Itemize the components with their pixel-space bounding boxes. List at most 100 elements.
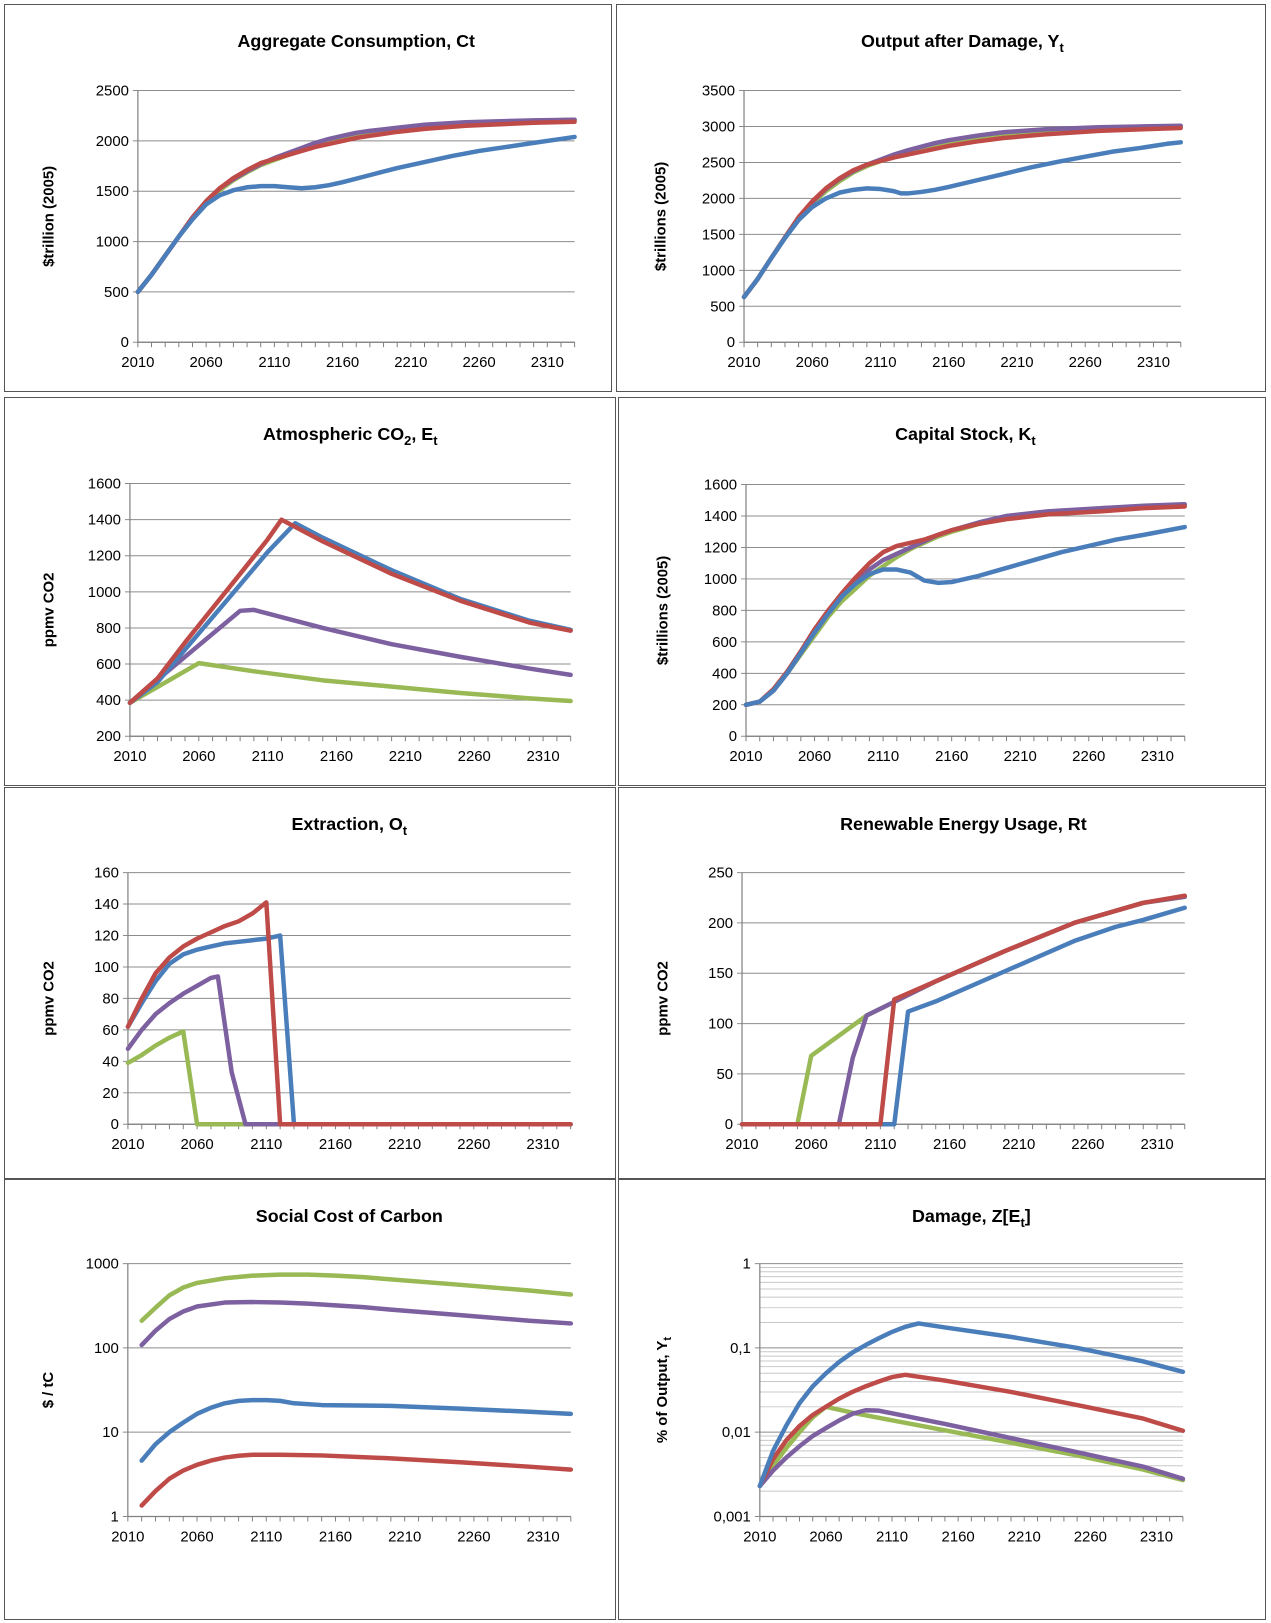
- series-line-red: [139, 1452, 574, 1508]
- x-tick-label: 2010: [743, 1528, 776, 1545]
- chart-title: Atmospheric CO2, Et: [263, 424, 438, 448]
- chart-svg: Aggregate Consumption, Ct 0 500 1000 1500 200…: [40, 31, 577, 371]
- y-axis-label: ppmv CO2: [40, 961, 57, 1036]
- series-line-blue: [139, 1397, 574, 1463]
- chart-panel-scc: Social Cost of Carbon 1 10 100 1000 2010 2060 2…: [4, 1179, 616, 1620]
- series-line-blue: [739, 905, 1187, 1127]
- y-tick-label: 1200: [88, 548, 121, 565]
- x-tick-label: 2010: [727, 354, 760, 371]
- y-tick-label: 140: [94, 896, 119, 913]
- x-tick-label: 2010: [111, 1528, 144, 1545]
- x-tick-label: 2310: [527, 748, 560, 765]
- y-tick-label: 600: [96, 656, 121, 673]
- y-tick-label: 800: [96, 620, 121, 637]
- y-tick-label: 1: [111, 1508, 119, 1525]
- x-tick-label: 2060: [796, 354, 829, 371]
- x-tick-label: 2160: [935, 748, 968, 765]
- series-line-blue: [743, 524, 1187, 708]
- y-tick-label: 100: [94, 959, 119, 976]
- x-tick-label: 2060: [180, 1528, 213, 1545]
- x-tick-label: 2210: [1000, 354, 1033, 371]
- series-line-purple: [739, 894, 1187, 1127]
- series-line-green: [127, 660, 573, 706]
- y-tick-label: 100: [94, 1340, 119, 1357]
- x-tick-label: 2310: [1141, 748, 1174, 765]
- y-tick-label: 200: [96, 728, 121, 745]
- series-line-purple: [127, 607, 573, 706]
- x-tick-label: 2160: [942, 1528, 975, 1545]
- y-tick-label: 1400: [704, 508, 737, 525]
- x-tick-label: 2010: [111, 1136, 144, 1153]
- series-line-red: [757, 1372, 1186, 1489]
- x-tick-label: 2010: [121, 354, 154, 371]
- chart-title: Extraction, Ot: [291, 814, 407, 838]
- series-line-green: [139, 1272, 574, 1323]
- x-tick-label: 2110: [867, 748, 899, 765]
- chart-title: Damage, Z[Et]: [912, 1206, 1031, 1230]
- y-tick-label: 400: [96, 692, 121, 709]
- chart-panel-renewable: Renewable Energy Usage, Rt 0 50 100 150 200 25…: [618, 787, 1266, 1179]
- y-tick-label: 0: [111, 1116, 119, 1133]
- chart-title: Social Cost of Carbon: [256, 1206, 443, 1226]
- y-tick-label: 1000: [86, 1256, 119, 1273]
- x-tick-label: 2160: [319, 1528, 352, 1545]
- y-tick-label: 0,001: [714, 1508, 751, 1525]
- y-tick-label: 500: [710, 298, 735, 315]
- x-tick-label: 2260: [458, 748, 491, 765]
- y-axis-label: $ / tC: [40, 1372, 57, 1409]
- y-tick-label: 3500: [702, 83, 735, 100]
- x-tick-label: 2060: [182, 748, 215, 765]
- y-tick-label: 500: [104, 284, 129, 301]
- x-tick-label: 2210: [1004, 748, 1037, 765]
- y-tick-label: 40: [102, 1053, 119, 1070]
- x-tick-label: 2260: [1074, 1528, 1107, 1545]
- y-tick-label: 20: [102, 1085, 119, 1102]
- x-tick-label: 2260: [457, 1136, 490, 1153]
- x-tick-label: 2310: [531, 354, 564, 371]
- series-line-red: [743, 504, 1187, 708]
- y-tick-label: 150: [708, 965, 733, 982]
- x-tick-label: 2210: [389, 748, 422, 765]
- y-tick-label: 120: [94, 927, 119, 944]
- series-line-red: [127, 517, 573, 706]
- series-line-green: [743, 502, 1187, 708]
- chart-panel-extraction: Extraction, Ot 0 20 40 60 80 100 120 140 160 2010 2…: [4, 787, 616, 1179]
- series-line-purple: [125, 974, 283, 1127]
- x-tick-label: 2160: [319, 1136, 352, 1153]
- y-tick-label: 1000: [704, 571, 737, 588]
- y-tick-label: 1: [743, 1256, 751, 1273]
- y-tick-label: 0: [729, 728, 737, 745]
- x-tick-label: 2260: [1071, 1136, 1104, 1153]
- chart-svg: Capital Stock, Kt 0 200 400 600 800 1000 1200 14…: [654, 424, 1187, 765]
- series-line-red: [739, 893, 1187, 1127]
- y-tick-label: 2500: [96, 83, 129, 100]
- series-line-blue: [135, 134, 577, 295]
- y-tick-label: 100: [708, 1016, 733, 1033]
- x-tick-label: 2010: [725, 1136, 758, 1153]
- x-tick-label: 2260: [457, 1528, 490, 1545]
- y-axis-label: $trillions (2005): [652, 162, 669, 271]
- y-axis-label: $trillions (2005): [654, 556, 671, 665]
- x-tick-label: 2110: [250, 1136, 282, 1153]
- y-tick-label: 200: [712, 697, 737, 714]
- y-tick-label: 1600: [88, 476, 121, 493]
- y-tick-label: 1500: [96, 183, 129, 200]
- series-line-purple: [743, 502, 1187, 708]
- series-line-green: [125, 1029, 255, 1127]
- series-line-blue: [757, 1321, 1186, 1489]
- series-line-green: [739, 894, 1187, 1127]
- y-tick-label: 2000: [96, 133, 129, 150]
- y-tick-label: 250: [708, 865, 733, 882]
- x-tick-label: 2310: [526, 1136, 559, 1153]
- y-tick-label: 0,1: [730, 1340, 751, 1357]
- y-tick-label: 60: [102, 1022, 119, 1039]
- y-tick-label: 160: [94, 865, 119, 882]
- y-tick-label: 80: [102, 990, 119, 1007]
- chart-title: Aggregate Consumption, Ct: [237, 31, 475, 51]
- y-tick-label: 600: [712, 634, 737, 651]
- x-tick-label: 2210: [394, 354, 427, 371]
- x-tick-label: 2260: [462, 354, 495, 371]
- x-tick-label: 2160: [933, 1136, 966, 1153]
- y-tick-label: 1400: [88, 512, 121, 529]
- x-tick-label: 2110: [250, 1528, 282, 1545]
